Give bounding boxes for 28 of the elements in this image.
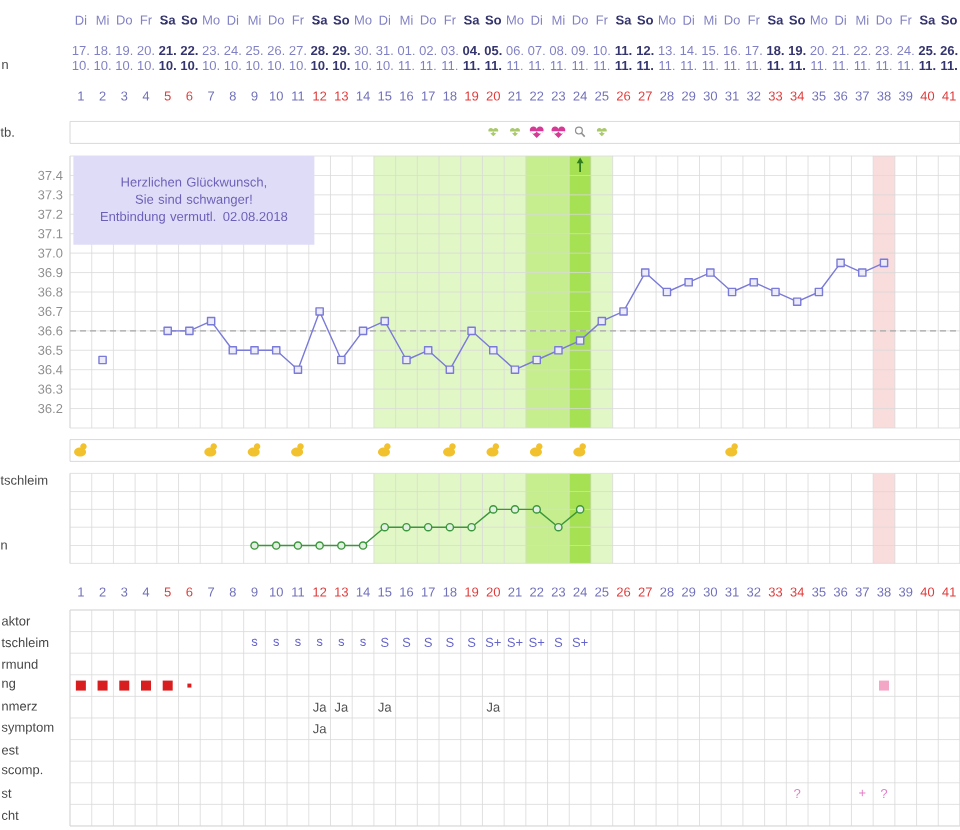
point: [836, 258, 845, 268]
point: [402, 355, 411, 365]
point: [858, 268, 867, 277]
point: [684, 277, 693, 287]
point: [619, 307, 628, 316]
point: [554, 345, 563, 355]
point: [423, 345, 433, 355]
point: [771, 287, 780, 297]
point: [749, 277, 759, 287]
point: [271, 345, 281, 355]
point: [250, 345, 259, 355]
point: [337, 355, 346, 365]
point: [185, 326, 194, 336]
point: [163, 326, 172, 336]
point: [293, 365, 303, 375]
point: [315, 307, 324, 316]
point: [228, 345, 238, 355]
point: [380, 316, 390, 326]
point: [510, 365, 520, 375]
point: [98, 355, 107, 365]
point: [445, 365, 455, 375]
point: [575, 336, 585, 345]
point: [532, 355, 541, 365]
point: [467, 326, 476, 336]
point: [640, 268, 650, 277]
point: [488, 345, 498, 355]
point: [792, 297, 802, 307]
point: [706, 268, 715, 277]
